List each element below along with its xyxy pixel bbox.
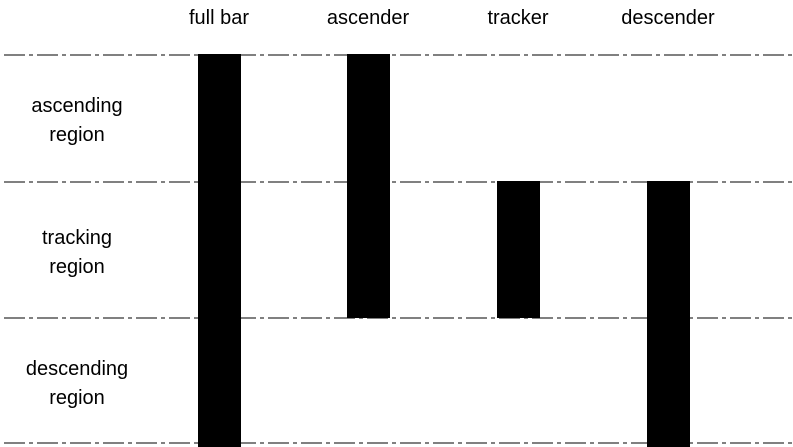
tracker-bar-mark xyxy=(497,181,540,318)
region-label-line: region xyxy=(49,256,105,278)
guide-line-top xyxy=(4,54,793,56)
column-label-tracker: tracker xyxy=(487,7,549,29)
ascender-bar-mark xyxy=(347,54,390,318)
descender-bar-mark xyxy=(647,181,690,447)
column-label-descender: descender xyxy=(621,7,715,29)
region-label-line: region xyxy=(49,124,105,146)
region-label-line: tracking xyxy=(41,227,113,249)
region-label-ascending: ascending region xyxy=(0,92,154,150)
column-label-full-bar: full bar xyxy=(188,7,250,29)
full-bar-mark xyxy=(198,54,241,447)
region-label-descending: descending region xyxy=(0,355,154,413)
region-label-line: ascending xyxy=(31,95,123,117)
region-label-tracking: tracking region xyxy=(0,224,154,282)
column-label-ascender: ascender xyxy=(326,7,410,29)
region-label-line: region xyxy=(49,387,105,409)
region-label-line: descending xyxy=(25,358,129,380)
